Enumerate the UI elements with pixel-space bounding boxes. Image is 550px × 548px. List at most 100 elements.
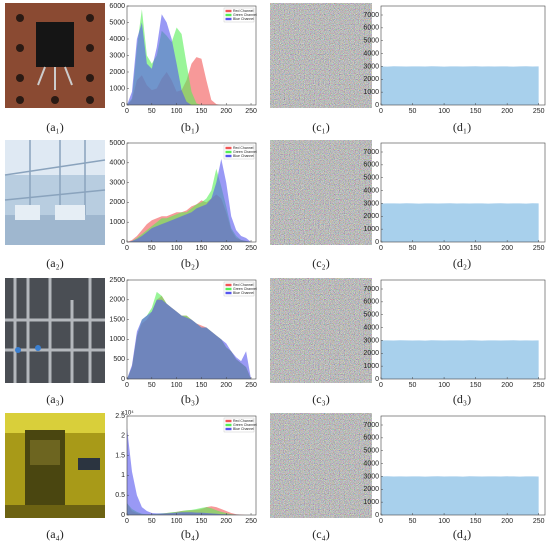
- x-tick-label: 50: [409, 518, 417, 525]
- y-tick-label: 1000: [363, 89, 379, 96]
- x-tick-label: 150: [470, 382, 482, 389]
- x-tick-label: 200: [501, 108, 513, 115]
- caption: (d₃): [453, 392, 471, 406]
- legend-label: Green Channel: [233, 287, 257, 291]
- histogram-area: [127, 14, 252, 105]
- legend-label: Blue Channel: [233, 154, 254, 158]
- caption: (c₄): [312, 527, 330, 541]
- histogram-area: [127, 158, 252, 242]
- y-tick-label: 7000: [363, 422, 379, 429]
- y-tick-label: 5000: [363, 38, 379, 45]
- x-tick-label: 50: [409, 108, 417, 115]
- y-tick-label: 7000: [363, 286, 379, 293]
- y-tick-label: 2000: [363, 213, 379, 220]
- x-tick-label: 150: [470, 108, 482, 115]
- caption: (b₂): [181, 256, 199, 270]
- legend-label: Blue Channel: [233, 427, 254, 431]
- y-tick-label: 1.5: [115, 452, 125, 459]
- noise-image: [270, 140, 372, 245]
- x-tick-label: 50: [148, 245, 156, 252]
- y-tick-label: 6000: [363, 299, 379, 306]
- y-tick-label: 3000: [363, 63, 379, 70]
- y-tick-label: 2: [121, 433, 125, 440]
- legend-label: Green Channel: [233, 423, 257, 427]
- x-tick-label: 150: [196, 382, 208, 389]
- histogram-area: [127, 299, 252, 379]
- x-tick-label: 0: [125, 382, 129, 389]
- y-tick-label: 1500: [109, 316, 125, 323]
- x-tick-label: 0: [379, 245, 383, 252]
- x-tick-label: 100: [171, 245, 183, 252]
- y-tick-label: 0: [375, 376, 379, 383]
- y-tick-label: 6000: [363, 162, 379, 169]
- legend-swatch: [225, 13, 232, 17]
- caption: (a₃): [46, 392, 64, 406]
- x-tick-label: 250: [245, 108, 257, 115]
- noise-image: [270, 3, 372, 108]
- legend-swatch: [225, 287, 232, 291]
- plot-frame: [126, 142, 257, 243]
- x-tick-label: 100: [171, 518, 183, 525]
- y-tick-label: 2500: [109, 277, 125, 284]
- x-tick-label: 0: [125, 245, 129, 252]
- y-tick-label: 4000: [109, 36, 125, 43]
- caption: (d₄): [453, 527, 471, 541]
- x-tick-label: 50: [409, 245, 417, 252]
- y-tick-label: 4000: [363, 324, 379, 331]
- histogram-area: [127, 503, 252, 515]
- y-tick-label: 1000: [109, 336, 125, 343]
- y-tick-label: 3000: [363, 337, 379, 344]
- x-tick-label: 100: [438, 382, 450, 389]
- x-tick-label: 50: [148, 108, 156, 115]
- photo-a3: [5, 278, 105, 383]
- x-tick-label: 0: [125, 108, 129, 115]
- x-tick-label: 0: [379, 108, 383, 115]
- x-tick-label: 150: [196, 245, 208, 252]
- x-tick-label: 0: [125, 518, 129, 525]
- y-tick-label: 6000: [109, 3, 125, 10]
- legend-swatch: [225, 427, 232, 431]
- legend-swatch: [225, 17, 232, 21]
- y-tick-label: 4000: [109, 160, 125, 167]
- x-tick-label: 250: [533, 245, 545, 252]
- y-tick-label: 0: [375, 102, 379, 109]
- y-tick-label: 5000: [109, 19, 125, 26]
- y-tick-label: 6000: [363, 435, 379, 442]
- x-tick-label: 100: [438, 108, 450, 115]
- y-tick-label: 5000: [363, 448, 379, 455]
- caption: (d₁): [453, 120, 471, 134]
- x-tick-label: 200: [220, 245, 232, 252]
- legend-swatch: [225, 423, 232, 427]
- plot-frame: [380, 279, 546, 380]
- y-tick-label: 0: [375, 239, 379, 246]
- x-tick-label: 200: [501, 382, 513, 389]
- caption: (b₄): [181, 527, 199, 541]
- y-tick-label: 0: [121, 102, 125, 109]
- y-tick-label: 2.5: [115, 413, 125, 420]
- y-tick-label: 3000: [109, 52, 125, 59]
- y-tick-label: 2000: [363, 76, 379, 83]
- caption: (a₂): [46, 256, 64, 270]
- legend-label: Red Channel: [233, 419, 254, 423]
- axis-multiplier: ×10⁴: [121, 410, 134, 417]
- x-tick-label: 50: [148, 382, 156, 389]
- y-tick-label: 3000: [363, 200, 379, 207]
- legend-swatch: [225, 146, 232, 150]
- y-tick-label: 0: [375, 512, 379, 519]
- plot-frame: [126, 415, 257, 516]
- y-tick-label: 4000: [363, 460, 379, 467]
- caption: (c₁): [312, 120, 330, 134]
- legend-swatch: [225, 9, 232, 13]
- x-tick-label: 200: [501, 518, 513, 525]
- y-tick-label: 2000: [363, 486, 379, 493]
- y-tick-label: 1000: [363, 363, 379, 370]
- legend-swatch: [225, 283, 232, 287]
- legend-label: Blue Channel: [233, 291, 254, 295]
- x-tick-label: 0: [379, 518, 383, 525]
- x-tick-label: 100: [438, 245, 450, 252]
- x-tick-label: 150: [470, 245, 482, 252]
- y-tick-label: 2000: [109, 69, 125, 76]
- y-tick-label: 0.5: [115, 492, 125, 499]
- photo-a4: [5, 413, 105, 518]
